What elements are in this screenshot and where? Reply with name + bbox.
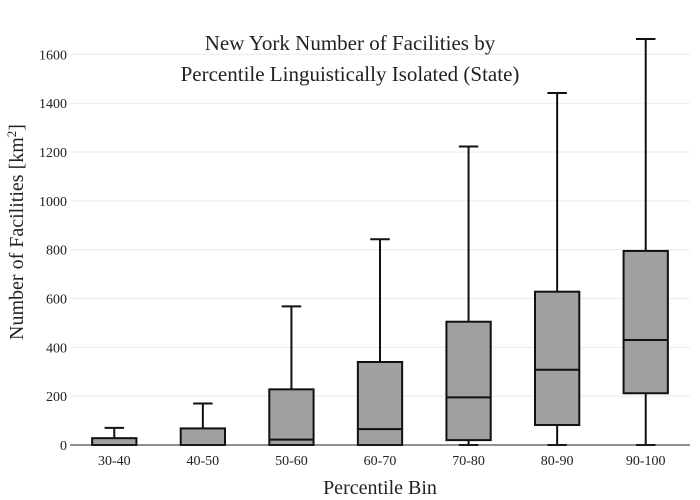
x-tick-labels: 30-40 40-50 50-60 60-70 70-80 80-90 90-100 (98, 454, 666, 469)
box-plot-item (356, 238, 404, 446)
x-tick-label: 30-40 (98, 454, 131, 469)
y-tick-label: 1600 (39, 48, 67, 63)
box-plot-item (534, 91, 581, 446)
y-tick-label: 200 (46, 390, 67, 405)
box-body (356, 361, 404, 446)
x-tick-label: 90-100 (626, 454, 666, 469)
box-plot-item (91, 426, 138, 446)
y-axis-label-main: Number of Facilities [km (6, 137, 28, 340)
box-body (91, 437, 138, 446)
y-tick-label: 800 (46, 244, 67, 259)
y-tick-label: 400 (46, 341, 67, 356)
y-tick-label: 1000 (39, 195, 67, 210)
x-tick-label: 40-50 (187, 454, 220, 469)
y-tick-label: 600 (46, 293, 67, 308)
x-tick-label: 50-60 (275, 454, 308, 469)
y-tick-label: 0 (60, 439, 67, 454)
box-body (622, 249, 669, 395)
y-axis-label-superscript: 2 (4, 131, 19, 138)
y-tick-labels: 0 200 400 600 800 1000 1200 1400 1600 (39, 48, 67, 454)
chart-title-line-2: Percentile Linguistically Isolated (Stat… (181, 62, 520, 86)
box-plot-item (268, 305, 315, 447)
box-body (268, 388, 315, 447)
y-tick-label: 1200 (39, 146, 67, 161)
y-axis-label: Number of Facilities [km2] (4, 124, 29, 340)
box-plot-item (445, 145, 492, 446)
x-tick-label: 80-90 (541, 454, 574, 469)
x-axis-label: Percentile Bin (323, 477, 437, 499)
box-plot-item (622, 38, 669, 446)
chart-title-line-1: New York Number of Facilities by (205, 31, 496, 55)
y-tick-label: 1400 (39, 97, 67, 112)
x-tick-label: 60-70 (364, 454, 397, 469)
box-body (534, 290, 581, 426)
boxes (91, 38, 669, 447)
box-plot-item (179, 402, 226, 446)
box-body (179, 427, 226, 446)
box-body (445, 320, 492, 442)
x-tick-label: 70-80 (452, 454, 485, 469)
y-axis-label-close: ] (6, 124, 28, 131)
